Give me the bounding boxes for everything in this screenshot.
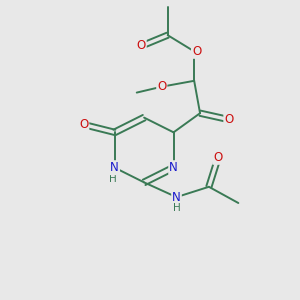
Text: N: N — [169, 161, 178, 174]
Text: O: O — [157, 80, 167, 93]
Text: O: O — [136, 39, 146, 52]
Text: O: O — [192, 45, 201, 58]
Text: O: O — [213, 151, 222, 164]
Text: O: O — [79, 118, 88, 131]
Text: H: H — [109, 174, 117, 184]
Text: O: O — [224, 112, 233, 126]
Text: H: H — [172, 203, 180, 213]
Text: N: N — [110, 161, 119, 174]
Text: N: N — [172, 190, 181, 204]
